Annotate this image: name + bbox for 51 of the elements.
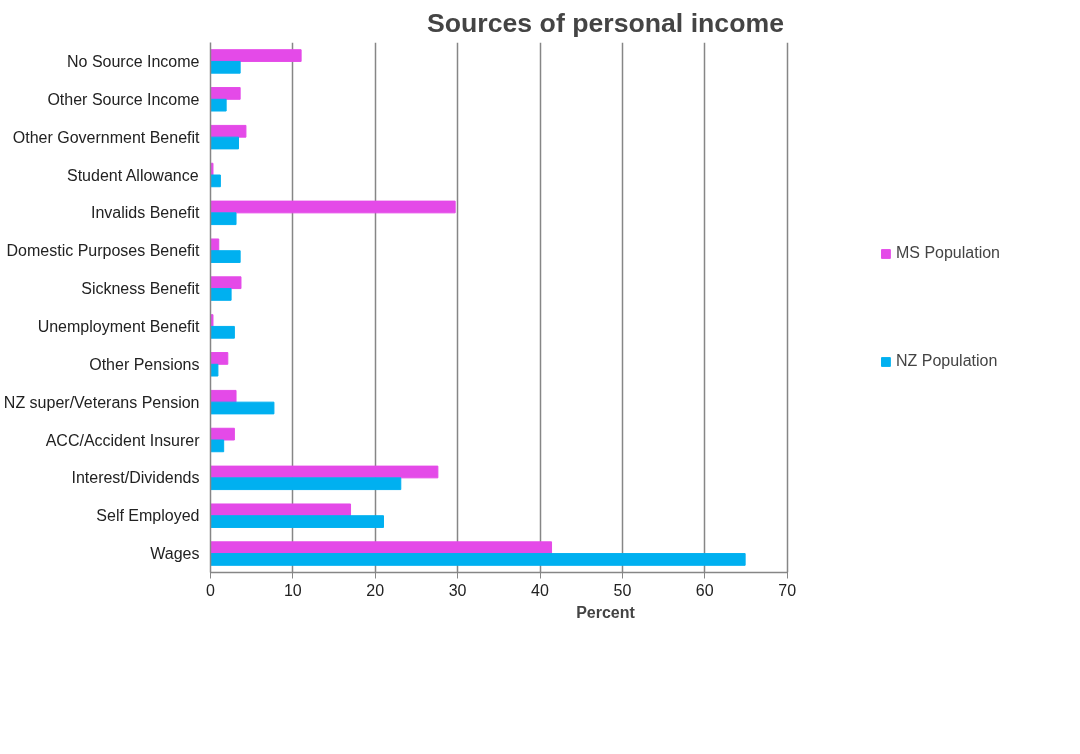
bar [210, 200, 456, 214]
bar [210, 60, 241, 74]
bar [210, 124, 247, 138]
x-tick-label: 0 [206, 581, 216, 599]
bar [210, 465, 439, 479]
y-tick-label: Unemployment Benefit [37, 317, 201, 335]
y-tick-label: Interest/Dividends [71, 469, 200, 487]
y-tick-label: No Source Income [66, 52, 200, 70]
bar [210, 401, 275, 415]
y-tick-label: Other Pensions [89, 355, 200, 373]
y-tick-label: Self Employed [96, 507, 200, 525]
bar [210, 87, 241, 100]
bar [210, 212, 237, 226]
y-tick-label: Domestic Purposes Benefit [6, 242, 201, 260]
y-tick-label: ACC/Accident Insurer [45, 431, 201, 449]
x-axis-title: Percent [576, 603, 636, 621]
bar [210, 503, 352, 517]
x-tick-label: 60 [695, 581, 714, 599]
y-tick-label: Other Source Income [47, 90, 200, 108]
bar [210, 352, 229, 365]
bar [210, 314, 214, 327]
bar [210, 136, 240, 150]
bar [210, 325, 235, 339]
bar [210, 288, 232, 301]
x-tick-label: 40 [531, 581, 550, 599]
y-tick-label: Wages [150, 545, 200, 563]
x-tick-label: 50 [613, 581, 632, 599]
bar [210, 98, 227, 112]
bar [210, 276, 242, 290]
y-tick-label: Sickness Benefit [81, 280, 201, 298]
y-tick-label: NZ super/Veterans Pension [3, 393, 200, 411]
x-tick-label: 10 [283, 581, 302, 599]
bar [210, 439, 225, 453]
x-tick-label: 20 [366, 581, 385, 599]
bar [210, 477, 402, 491]
y-tick-label: Student Allowance [66, 166, 199, 184]
legend-label: NZ Population [895, 352, 998, 370]
y-tick-label: Invalids Benefit [90, 204, 201, 222]
bar [210, 49, 302, 62]
x-tick-label: 70 [778, 581, 797, 599]
x-tick-label: 30 [448, 581, 467, 599]
bar [210, 515, 384, 528]
y-tick-label: Other Government Benefit [12, 128, 201, 146]
bar [210, 427, 235, 441]
bar [210, 250, 241, 263]
bar [210, 541, 553, 555]
chart-title: Sources of personal income [427, 7, 784, 38]
bar [210, 553, 746, 566]
bar [210, 363, 219, 377]
bar [210, 174, 221, 188]
legend-label: MS Population [895, 244, 1000, 262]
